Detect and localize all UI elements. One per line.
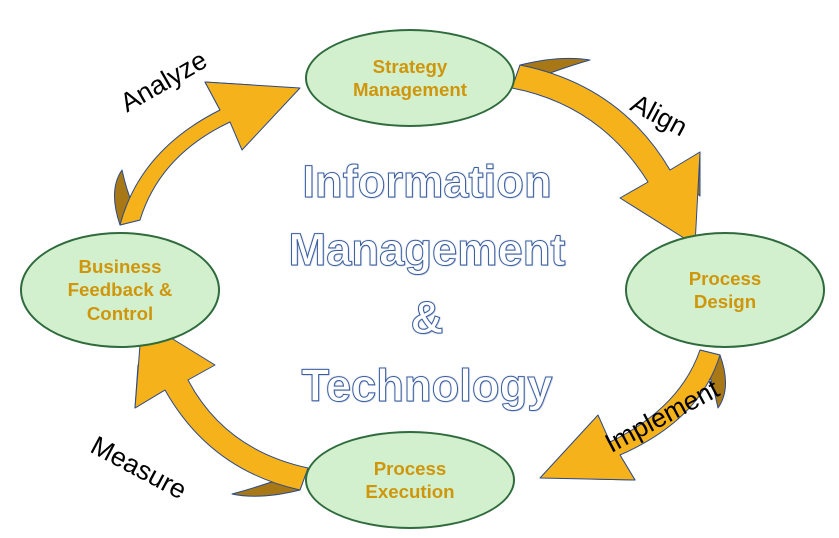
node-design-label: ProcessDesign <box>689 267 762 314</box>
node-execution-label: ProcessExecution <box>365 457 454 504</box>
node-strategy: StrategyManagement <box>305 29 515 127</box>
center-title: InformationManagement&Technology <box>262 148 592 420</box>
node-feedback: BusinessFeedback &Control <box>20 232 220 348</box>
diagram-stage: StrategyManagement ProcessDesign Process… <box>0 0 839 538</box>
node-design: ProcessDesign <box>625 232 825 348</box>
node-strategy-label: StrategyManagement <box>353 55 467 102</box>
node-execution: ProcessExecution <box>305 431 515 529</box>
node-feedback-label: BusinessFeedback &Control <box>68 255 173 325</box>
